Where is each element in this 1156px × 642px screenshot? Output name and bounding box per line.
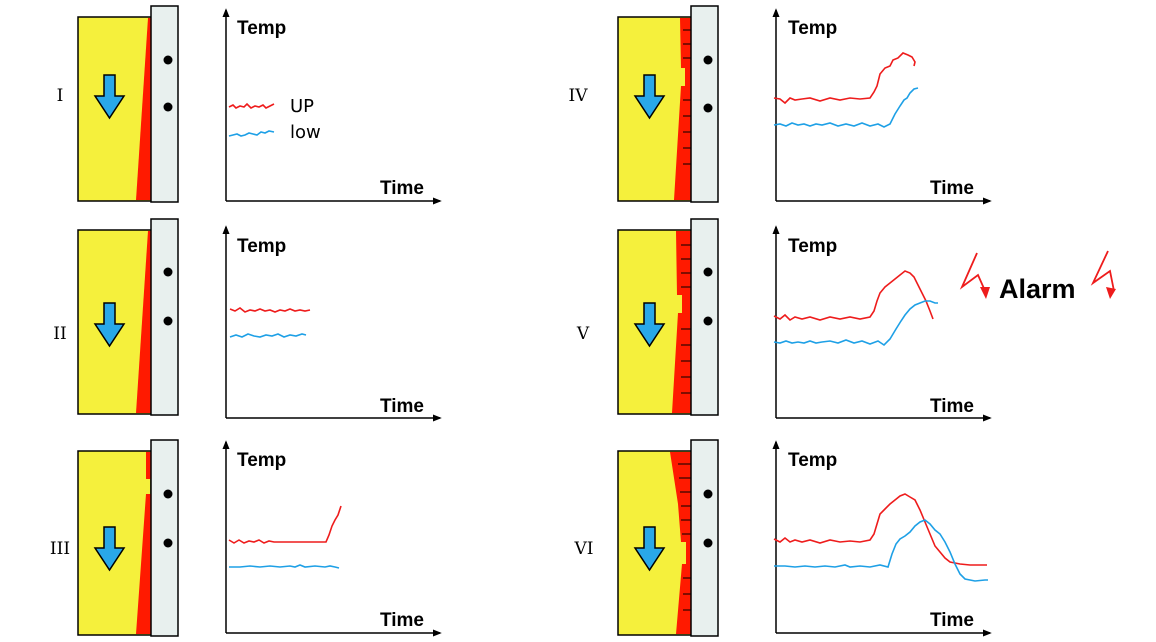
stage-4-label: IV xyxy=(569,86,589,106)
y-axis-label: Temp xyxy=(237,18,286,39)
x-axis-label: Time xyxy=(930,610,974,631)
down-arrow-icon xyxy=(93,302,126,348)
x-axis-label: Time xyxy=(930,396,974,417)
sensor-lower xyxy=(163,316,173,326)
stage-2-chart: Temp Time xyxy=(222,225,442,422)
sensor-upper xyxy=(703,267,713,277)
legend-up-swatch xyxy=(228,102,275,109)
stage-3-panel: III Temp Time xyxy=(50,439,442,637)
stage-6-chart: Temp Time xyxy=(772,440,992,637)
erosion-zone xyxy=(136,452,151,634)
wall xyxy=(150,439,179,637)
stage-5-label: V xyxy=(576,324,590,344)
legend-up-label: UP xyxy=(290,96,314,117)
low-temperature-line xyxy=(774,519,988,582)
stage-1-chart: Temp Time UP low xyxy=(222,8,442,205)
stage-2-vessel xyxy=(77,218,179,416)
erosion-zone xyxy=(136,231,151,413)
alarm-label: Alarm xyxy=(999,274,1076,304)
up-temperature-line xyxy=(228,505,342,544)
stage-1-label: I xyxy=(57,86,64,106)
wall xyxy=(690,5,719,203)
sensor-upper xyxy=(163,267,173,277)
stage-6-label: VI xyxy=(574,539,594,559)
erosion-zone xyxy=(672,231,691,413)
stage-1-vessel xyxy=(77,5,179,203)
sensor-lower xyxy=(163,102,173,112)
down-arrow-icon xyxy=(633,526,666,572)
erosion-zone xyxy=(674,18,691,200)
stage-2-panel: II Temp Time xyxy=(53,218,442,422)
stage-3-chart: Temp Time xyxy=(222,440,442,637)
up-temperature-line xyxy=(773,270,934,322)
y-axis-label: Temp xyxy=(788,236,837,257)
y-axis-label: Temp xyxy=(788,18,837,39)
erosion-zone xyxy=(670,452,691,634)
lightning-bolt-icon xyxy=(959,252,987,294)
low-temperature-line xyxy=(229,333,307,338)
legend-low-swatch xyxy=(228,130,275,137)
x-axis-label: Time xyxy=(930,178,974,199)
lightning-bolt-icon xyxy=(980,287,990,299)
lightning-bolt-icon xyxy=(1106,287,1116,299)
sensor-upper xyxy=(163,55,173,65)
down-arrow-icon xyxy=(93,526,126,572)
sensor-lower xyxy=(703,316,713,326)
y-axis-label: Temp xyxy=(237,450,286,471)
stage-5-vessel xyxy=(617,218,719,416)
up-temperature-line xyxy=(773,493,987,566)
stage-3-label: III xyxy=(50,539,70,559)
sensor-upper xyxy=(703,489,713,499)
y-axis-label: Temp xyxy=(237,236,286,257)
wall xyxy=(150,218,179,416)
up-temperature-line xyxy=(773,52,916,105)
stage-3-vessel xyxy=(77,439,179,637)
brick-lines xyxy=(678,463,691,611)
stage-4-vessel xyxy=(617,5,719,203)
low-temperature-line xyxy=(229,564,340,569)
stage-6-vessel xyxy=(617,439,719,637)
stage-5-panel: V Temp Time xyxy=(576,218,1116,422)
x-axis-label: Time xyxy=(380,178,424,199)
alarm-indicator: Alarm xyxy=(959,250,1116,304)
stage-6-panel: VI Temp Time xyxy=(574,439,992,637)
down-arrow-icon xyxy=(633,302,666,348)
sensor-upper xyxy=(703,55,713,65)
stage-4-panel: IV Temp Time xyxy=(569,5,992,205)
sensor-lower xyxy=(703,538,713,548)
wall xyxy=(150,5,179,203)
stage-4-chart: Temp Time xyxy=(772,8,992,205)
brick-lines xyxy=(681,244,691,394)
stage-5-chart: Temp Time xyxy=(772,225,992,422)
up-temperature-line xyxy=(229,307,311,313)
sensor-upper xyxy=(163,489,173,499)
y-axis-label: Temp xyxy=(788,450,837,471)
stage-1-panel: I Temp Time UP low xyxy=(57,5,442,205)
legend-low-label: low xyxy=(290,122,321,143)
low-temperature-line xyxy=(773,87,919,128)
brick-lines xyxy=(683,29,691,165)
sensor-lower xyxy=(163,538,173,548)
down-arrow-icon xyxy=(93,74,126,120)
erosion-zone xyxy=(136,18,151,200)
down-arrow-icon xyxy=(633,74,666,120)
sensor-lower xyxy=(703,103,713,113)
x-axis-label: Time xyxy=(380,610,424,631)
lightning-bolt-icon xyxy=(1090,250,1115,292)
x-axis-label: Time xyxy=(380,396,424,417)
wall xyxy=(690,218,719,416)
wall xyxy=(690,439,719,637)
low-temperature-line xyxy=(773,300,938,347)
stage-2-label: II xyxy=(53,324,66,344)
